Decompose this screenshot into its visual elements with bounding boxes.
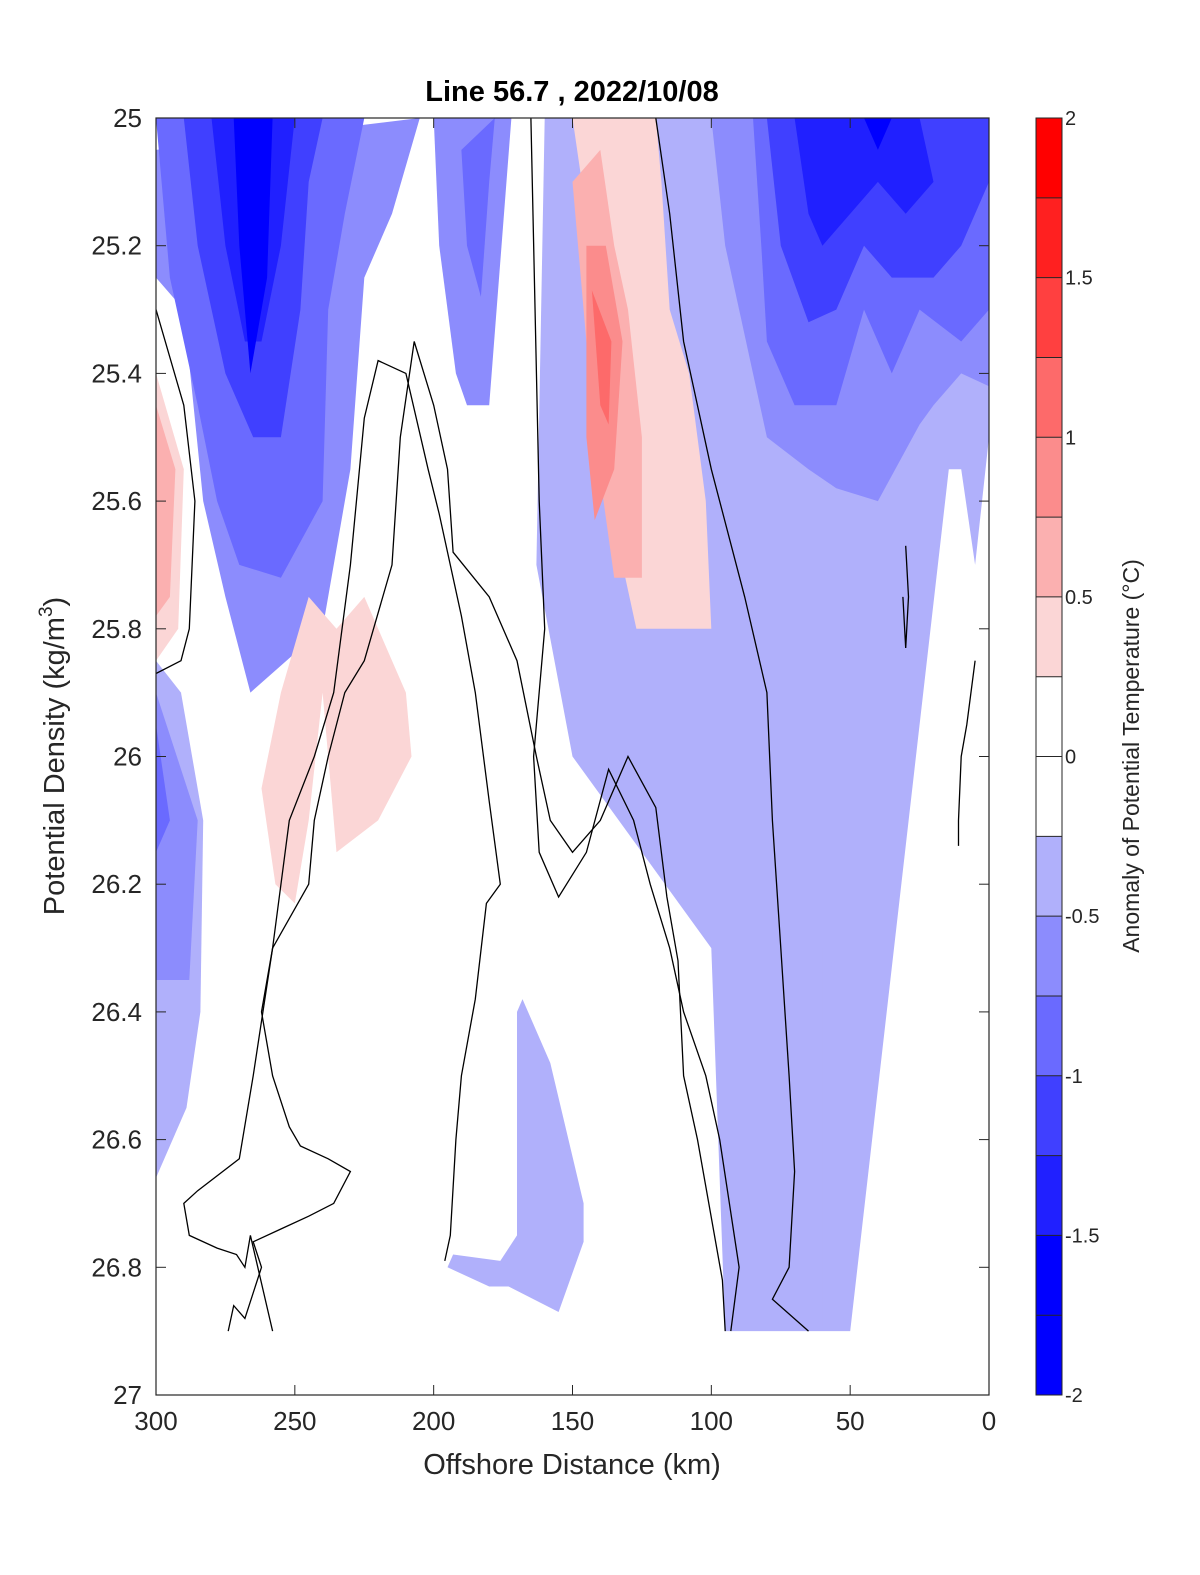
y-tick-label: 26.6: [91, 1125, 142, 1155]
zero-contour-3: [530, 118, 740, 1332]
colorbar-band: [1036, 676, 1062, 757]
zero-contours: [156, 118, 976, 1332]
y-axis: 25 25.2 25.4 25.6 25.8 26 26.2 26.4 26.6 26.8 27: [91, 103, 989, 1410]
anomaly-region-24: [591, 290, 612, 425]
zero-contour-1: [227, 341, 726, 1332]
colorbar-band: [1036, 836, 1062, 917]
y-axis-title-main: Potential Density (kg/m: [39, 617, 71, 915]
colorbar-ticks: 2 1.5 1 0.5 0 -0.5 -1 -1.5 -2: [1036, 108, 1099, 1407]
zero-contour-6: [957, 660, 976, 846]
colorbar: 2 1.5 1 0.5 0 -0.5 -1 -1.5 -2 Anomaly of Potenti…: [1035, 108, 1144, 1407]
colorbar-band: [1036, 916, 1062, 996]
colorbar-band: [1036, 756, 1062, 837]
anomaly-region-15: [794, 118, 934, 246]
x-tick-label: 300: [134, 1406, 177, 1436]
y-tick-label: 25.4: [91, 358, 142, 388]
colorbar-title: Anomaly of Potential Temperature (°C): [1118, 559, 1144, 953]
y-tick-label: 26.2: [91, 869, 142, 899]
colorbar-tick-label: 1: [1065, 427, 1076, 449]
x-tick-label: 150: [551, 1406, 594, 1436]
colorbar-band: [1036, 1315, 1062, 1395]
x-axis: 300 250 200 150 100 50 0: [134, 118, 996, 1436]
colorbar-band: [1036, 277, 1062, 358]
plot-title: Line 56.7 , 2022/10/08: [425, 76, 718, 108]
y-tick-label: 25.8: [91, 614, 142, 644]
anomaly-region-2: [447, 999, 584, 1312]
colorbar-band: [1036, 517, 1062, 597]
y-tick-label: 26: [113, 742, 142, 772]
colorbar-tick-label: -2: [1065, 1385, 1083, 1407]
y-tick-label: 26.4: [91, 997, 142, 1027]
colorbar-band: [1036, 437, 1062, 518]
y-tick-label: 25.2: [91, 231, 142, 261]
y-axis-title-close: ): [39, 597, 71, 607]
anomaly-regions: [156, 118, 989, 1332]
x-axis-title: Offshore Distance (km): [423, 1449, 721, 1481]
anomaly-region-11: [461, 118, 495, 297]
colorbar-tick-label: -1.5: [1065, 1225, 1099, 1247]
colorbar-band: [1036, 1155, 1062, 1236]
colorbar-band: [1036, 1235, 1062, 1316]
colorbar-tick-label: -0.5: [1065, 906, 1099, 928]
anomaly-region-22: [156, 405, 176, 616]
y-tick-label: 27: [113, 1380, 142, 1410]
x-tick-label: 50: [836, 1406, 865, 1436]
colorbar-tick-label: 0.5: [1065, 587, 1093, 609]
y-tick-label: 25.6: [91, 486, 142, 516]
colorbar-tick-label: 2: [1065, 108, 1076, 130]
colorbar-band: [1036, 197, 1062, 278]
plot-area: [155, 117, 990, 1396]
y-axis-title: Potential Density (kg/m3): [36, 597, 71, 915]
colorbar-band: [1036, 1075, 1062, 1156]
anomaly-region-3: [722, 118, 989, 1332]
anomaly-region-17: [864, 118, 892, 150]
zero-contour-2: [183, 359, 501, 1332]
colorbar-band: [1036, 357, 1062, 438]
colorbar-tick-label: 1.5: [1065, 268, 1093, 290]
x-tick-label: 100: [690, 1406, 733, 1436]
y-tick-label: 25: [113, 103, 142, 133]
y-axis-title-superscript: 3: [36, 606, 57, 617]
x-tick-label: 200: [412, 1406, 455, 1436]
colorbar-band: [1036, 596, 1062, 677]
zero-contour-0: [156, 309, 196, 675]
anomaly-region-16: [233, 118, 273, 374]
colorbar-tick-label: 0: [1065, 747, 1076, 769]
y-tick-label: 26.8: [91, 1252, 142, 1282]
zero-contour-4: [655, 118, 809, 1332]
anomaly-region-20: [261, 596, 412, 904]
x-tick-label: 250: [273, 1406, 316, 1436]
anomaly-region-5: [156, 692, 198, 980]
zero-contour-5: [902, 545, 910, 649]
colorbar-tick-label: -1: [1065, 1066, 1083, 1088]
x-tick-label: 0: [982, 1406, 996, 1436]
colorbar-band: [1036, 118, 1062, 198]
colorbar-band: [1036, 995, 1062, 1076]
colorbar-bands: [1036, 118, 1062, 1395]
